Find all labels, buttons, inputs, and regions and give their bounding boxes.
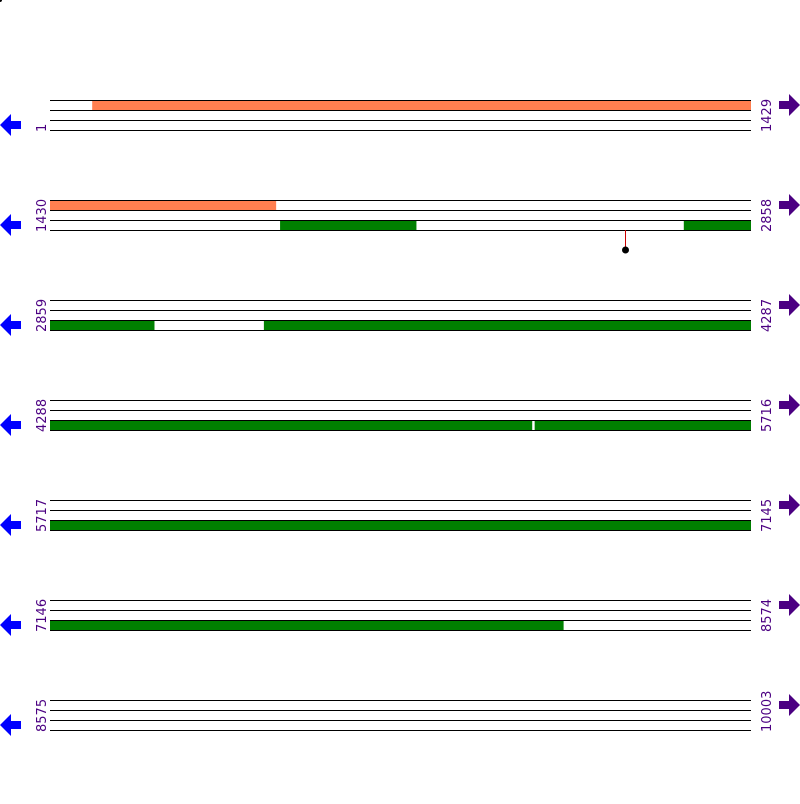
start-position-label: 2859	[35, 299, 50, 332]
arrow-right-icon[interactable]	[779, 694, 800, 716]
arrow-right-icon[interactable]	[779, 194, 800, 216]
arrow-left-icon[interactable]	[0, 714, 21, 736]
start-position-label: 4288	[35, 399, 50, 432]
arrow-right-icon[interactable]	[779, 394, 800, 416]
sequence-row: 1430 2858	[0, 194, 800, 254]
arrow-right-icon[interactable]	[779, 94, 800, 116]
end-position-label: 1429	[760, 99, 775, 132]
start-position-label: 8575	[35, 699, 50, 732]
sequence-row: 2859 4287	[0, 294, 800, 336]
feature-green[interactable]	[534, 420, 751, 430]
start-position-label: 1430	[35, 199, 50, 232]
end-position-label: 4287	[760, 299, 775, 332]
end-position-label: 2858	[760, 199, 775, 232]
feature-green[interactable]	[50, 420, 533, 430]
feature-green[interactable]	[280, 220, 417, 230]
arrow-left-icon[interactable]	[0, 414, 21, 436]
start-position-label: 7146	[35, 599, 50, 632]
feature-orange[interactable]	[92, 100, 751, 110]
end-position-label: 10003	[760, 691, 775, 732]
arrow-left-icon[interactable]	[0, 114, 21, 136]
marker-dot[interactable]	[622, 246, 629, 254]
arrow-right-icon[interactable]	[779, 294, 800, 316]
end-position-label: 8574	[760, 599, 775, 632]
arrow-right-icon[interactable]	[779, 594, 800, 616]
feature-green[interactable]	[50, 620, 564, 630]
arrow-left-icon[interactable]	[0, 314, 21, 336]
arrow-right-icon[interactable]	[779, 494, 800, 516]
arrow-left-icon[interactable]	[0, 614, 21, 636]
start-position-label: 1	[35, 124, 50, 132]
sequence-row: 5717 7145	[0, 494, 800, 536]
feature-green[interactable]	[50, 320, 155, 330]
feature-green[interactable]	[683, 220, 751, 230]
feature-orange[interactable]	[50, 200, 277, 210]
end-position-label: 5716	[760, 399, 775, 432]
arrow-left-icon[interactable]	[0, 214, 21, 236]
feature-green[interactable]	[50, 520, 751, 530]
start-position-label: 5717	[35, 499, 50, 532]
sequence-row: 1 1429	[0, 94, 800, 136]
feature-green[interactable]	[263, 320, 751, 330]
sequence-row: 7146 8574	[0, 594, 800, 636]
sequence-row: 8575 10003	[0, 691, 800, 736]
end-position-label: 7145	[760, 499, 775, 532]
arrow-left-icon[interactable]	[0, 514, 21, 536]
sequence-row: 4288 5716	[0, 394, 800, 436]
corner-dot	[0, 0, 2, 2]
